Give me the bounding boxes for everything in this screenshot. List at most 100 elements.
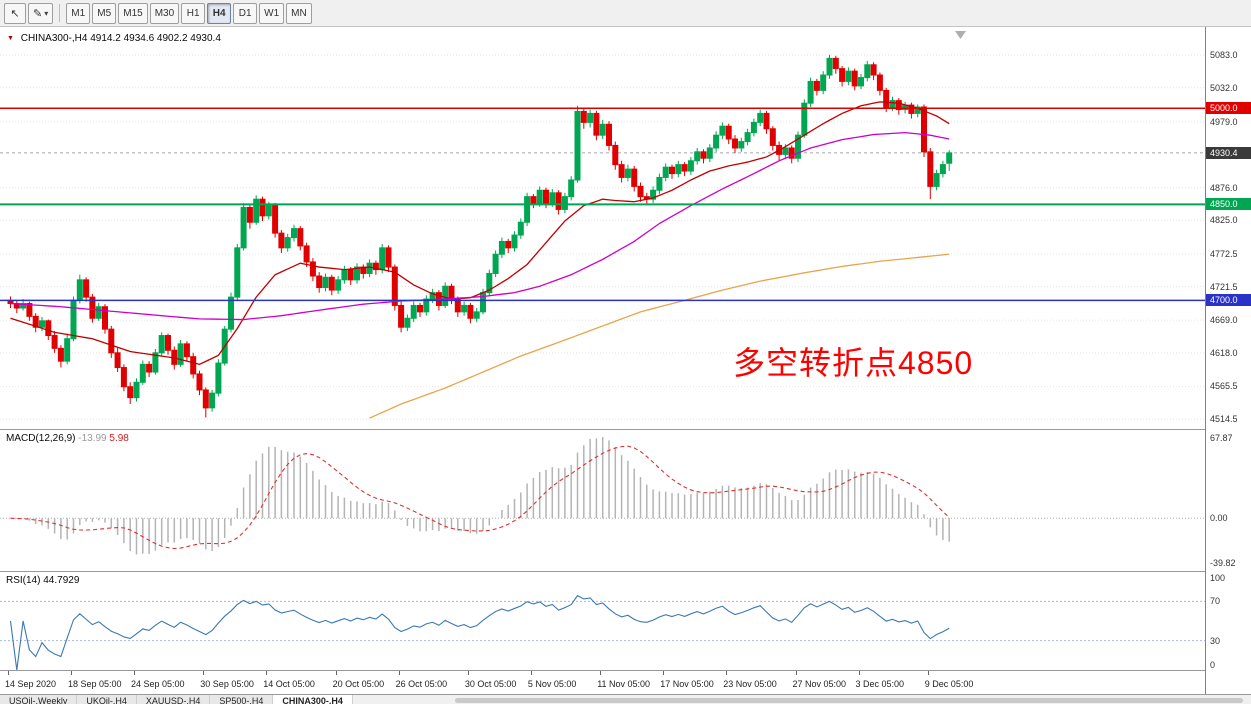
price-tick-label: 4669.0 xyxy=(1210,315,1238,326)
time-axis-label: 24 Sep 05:00 xyxy=(131,679,185,689)
chart-shift-marker-icon[interactable] xyxy=(955,31,966,39)
panel-separator[interactable] xyxy=(0,429,1251,430)
time-axis-label: 26 Oct 05:00 xyxy=(395,679,448,689)
timeframe-button-w1[interactable]: W1 xyxy=(259,2,285,24)
pointer-tool-button[interactable]: ↖ xyxy=(4,2,26,24)
chart-tab-sp500-h4[interactable]: SP500-,H4 xyxy=(210,695,274,704)
panel-separator xyxy=(0,670,1251,671)
timeframe-button-h4[interactable]: H4 xyxy=(207,2,232,24)
current-price-badge: 4930.4 xyxy=(1206,146,1251,159)
symbol-marker-icon: ▼ xyxy=(7,35,14,42)
chart-tab-xauusd-h4[interactable]: XAUUSD-,H4 xyxy=(136,695,211,704)
macd-signal-value: 5.98 xyxy=(109,433,129,444)
time-tick xyxy=(795,671,797,675)
timeframe-button-m5[interactable]: M5 xyxy=(92,2,117,24)
chart-tab-ukoil-h4[interactable]: UKOil-,H4 xyxy=(77,695,137,704)
macd-signal-line xyxy=(10,445,950,550)
ma-mid-magenta xyxy=(10,131,950,321)
rsi-label: RSI(14) 44.7929 xyxy=(6,575,80,586)
macd-tick-label: -39.82 xyxy=(1210,558,1236,568)
rsi-tick-label: 70 xyxy=(1210,596,1221,607)
time-axis-label: 9 Dec 05:00 xyxy=(924,679,974,689)
rsi-line xyxy=(9,594,950,670)
time-axis-label: 11 Nov 05:00 xyxy=(597,679,651,689)
time-axis[interactable]: 14 Sep 2020 18 Sep 05:00 24 Sep 05:00 30 Se… xyxy=(0,671,1205,694)
timeframe-button-m30[interactable]: M30 xyxy=(149,2,180,24)
symbol-name: CHINA300-,H4 xyxy=(20,33,88,44)
pencil-icon: ✎ xyxy=(33,7,43,20)
time-axis-label: 14 Sep 2020 xyxy=(5,679,57,689)
price-axis[interactable]: 5083.0 5032.0 4979.0 4876.0 4825.0 4772.5 4721… xyxy=(1205,27,1251,694)
rsi-tick-label: 30 xyxy=(1210,635,1221,646)
time-tick xyxy=(726,671,728,675)
chart-tab-usoil-weekly[interactable]: USOil-,Weekly xyxy=(0,695,78,704)
macd-tick-label: 0.00 xyxy=(1210,513,1228,524)
macd-main-value: -13.99 xyxy=(78,433,107,444)
ma-slow-orange xyxy=(369,253,950,419)
time-axis-label: 20 Oct 05:00 xyxy=(332,679,385,689)
time-axis-label: 30 Oct 05:00 xyxy=(464,679,517,689)
rsi-plot[interactable] xyxy=(0,572,1205,670)
time-axis-label: 14 Oct 05:00 xyxy=(263,679,315,689)
chart-tabs-bar: USOil-,Weekly UKOil-,H4 XAUUSD-,H4 SP500-,H… xyxy=(0,694,1251,704)
price-tick-label: 4565.5 xyxy=(1210,381,1238,392)
macd-label: MACD(12,26,9) -13.99 5.98 xyxy=(6,433,129,444)
pointer-icon: ↖ xyxy=(10,7,20,20)
timeframe-button-d1[interactable]: D1 xyxy=(233,2,258,24)
panel-separator[interactable] xyxy=(0,571,1251,572)
time-tick xyxy=(71,671,72,675)
timeframe-button-h1[interactable]: H1 xyxy=(181,2,206,24)
time-axis-label: 5 Nov 05:00 xyxy=(527,679,577,689)
macd-tick-label: 67.87 xyxy=(1210,433,1233,443)
time-axis-label: 23 Nov 05:00 xyxy=(723,679,777,689)
price-tick-label: 5032.0 xyxy=(1210,82,1238,93)
time-axis-label: 27 Nov 05:00 xyxy=(792,679,847,689)
price-tick-label: 5083.0 xyxy=(1210,50,1238,61)
price-line-badge: 4700.0 xyxy=(1206,294,1251,307)
timeframe-button-mn[interactable]: MN xyxy=(286,2,312,24)
rsi-tick-label: 100 xyxy=(1210,573,1226,583)
chart-tab-china300-h4[interactable]: CHINA300-,H4 xyxy=(273,695,353,704)
price-tick-label: 4514.5 xyxy=(1210,414,1238,425)
time-tick xyxy=(134,671,135,675)
time-tick xyxy=(8,671,9,675)
main-chart-plot[interactable] xyxy=(0,27,1205,429)
chart-annotation: 多空转折点4850 xyxy=(733,345,974,381)
symbol-title: ▼ CHINA300-,H4 4914.2 4934.6 4902.2 4930… xyxy=(7,33,221,44)
price-line-badge: 4850.0 xyxy=(1206,198,1251,211)
time-tick xyxy=(927,671,929,675)
time-axis-label: 3 Dec 05:00 xyxy=(855,679,905,689)
time-axis-label: 30 Sep 05:00 xyxy=(200,679,254,689)
time-tick xyxy=(600,671,602,675)
time-tick xyxy=(266,671,268,675)
toolbar-separator xyxy=(59,4,61,22)
drawing-tools-dropdown[interactable]: ✎ ▾ xyxy=(28,2,54,24)
chevron-down-icon: ▾ xyxy=(44,8,49,18)
time-tick xyxy=(663,671,665,675)
macd-plot[interactable] xyxy=(0,430,1205,570)
price-tick-label: 4979.0 xyxy=(1210,116,1238,127)
time-tick xyxy=(335,671,337,675)
time-tick xyxy=(203,671,205,675)
price-tick-label: 4825.0 xyxy=(1210,215,1238,226)
toolbar: ↖ ✎ ▾ M1 M5 M15 M30 H1 H4 D1 W1 MN xyxy=(0,0,1251,27)
ma-fast-red xyxy=(10,101,950,366)
horizontal-scrollbar[interactable] xyxy=(455,698,1243,703)
time-tick xyxy=(467,671,469,675)
time-tick xyxy=(530,671,532,675)
symbol-ohlc: 4914.2 4934.6 4902.2 4930.4 xyxy=(90,33,221,44)
time-axis-label: 17 Nov 05:00 xyxy=(660,679,714,689)
price-tick-label: 4618.0 xyxy=(1210,347,1238,358)
price-line-badge: 5000.0 xyxy=(1206,102,1251,115)
timeframe-button-m15[interactable]: M15 xyxy=(118,2,148,24)
timeframe-button-m1[interactable]: M1 xyxy=(66,2,91,24)
price-tick-label: 4772.5 xyxy=(1210,248,1238,259)
chart-tabs: USOil-,Weekly UKOil-,H4 XAUUSD-,H4 SP500-,H… xyxy=(0,695,353,704)
price-tick-label: 4876.0 xyxy=(1210,182,1238,193)
time-axis-label: 18 Sep 05:00 xyxy=(68,679,122,689)
time-tick xyxy=(858,671,860,675)
time-tick xyxy=(398,671,400,675)
rsi-value: 44.7929 xyxy=(43,575,80,586)
price-tick-label: 4721.5 xyxy=(1210,281,1238,292)
